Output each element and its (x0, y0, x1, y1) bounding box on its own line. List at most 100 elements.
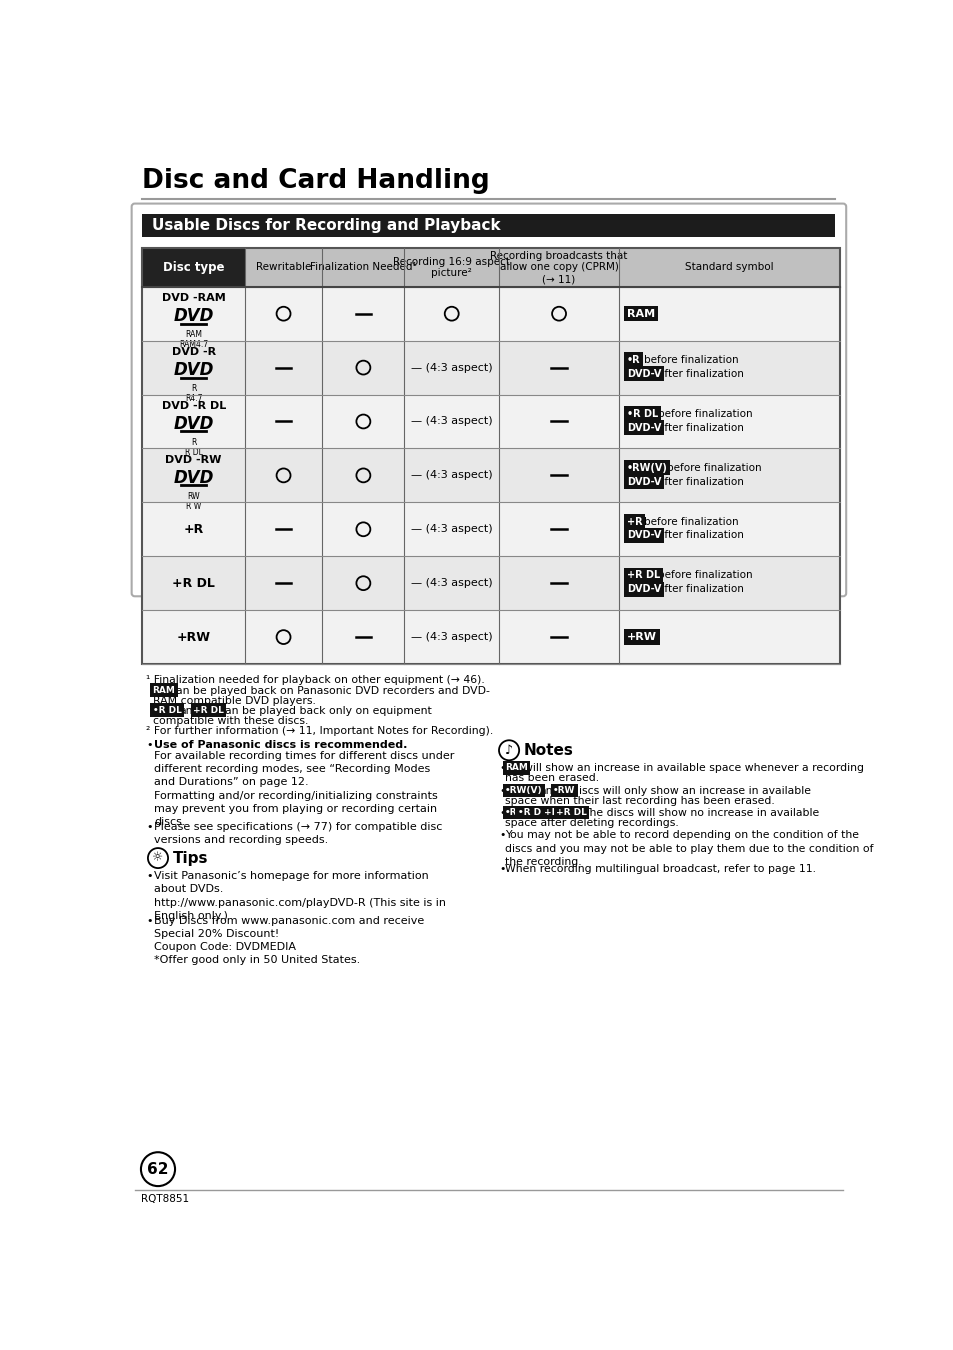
Text: RAM: RAM (626, 309, 655, 319)
Bar (322, 610, 404, 664)
Bar (498, 394, 618, 448)
Text: •RW(V): •RW(V) (505, 786, 542, 795)
Text: before finalization: before finalization (658, 409, 752, 418)
Text: •: • (146, 740, 152, 751)
Text: R
R DL: R R DL (185, 437, 202, 458)
Text: after finalization: after finalization (658, 531, 743, 540)
Bar (498, 340, 618, 394)
Bar (618, 502, 840, 556)
Text: •R DL: •R DL (152, 706, 181, 714)
Text: space when their last recording has been erased.: space when their last recording has been… (505, 795, 774, 806)
Text: DVD-V: DVD-V (626, 423, 660, 432)
Bar (245, 502, 322, 556)
Bar (142, 286, 245, 340)
Text: RAM compatible DVD players.: RAM compatible DVD players. (152, 695, 315, 706)
Bar (498, 248, 618, 286)
Bar (245, 248, 322, 286)
Text: •RW(V): •RW(V) (626, 463, 667, 472)
Bar (142, 340, 245, 394)
Bar (142, 215, 835, 238)
Text: RW
R W: RW R W (186, 491, 201, 510)
Bar (322, 248, 404, 286)
Text: RQT8851: RQT8851 (141, 1193, 189, 1204)
Text: RAM: RAM (152, 686, 175, 695)
Text: The discs will show no increase in available: The discs will show no increase in avail… (582, 809, 818, 818)
Bar (404, 286, 498, 340)
Text: Notes: Notes (523, 744, 573, 759)
Text: Disc type: Disc type (163, 261, 224, 274)
Text: discs will only show an increase in available: discs will only show an increase in avai… (571, 786, 810, 795)
Text: +R: +R (626, 517, 641, 526)
Text: DVD-V: DVD-V (626, 477, 660, 486)
Text: Use of Panasonic discs is recommended.: Use of Panasonic discs is recommended. (154, 740, 407, 751)
Text: •: • (498, 809, 505, 818)
Text: and: and (179, 706, 199, 716)
Text: RAM
RAM4.7: RAM RAM4.7 (179, 329, 208, 350)
Text: +R: +R (543, 809, 558, 817)
Text: Standard symbol: Standard symbol (684, 262, 773, 273)
Text: ² For further information (→ 11, Important Notes for Recording).: ² For further information (→ 11, Importa… (146, 726, 493, 736)
Text: •: • (146, 915, 152, 926)
Text: Buy Discs from www.panasonic.com and receive
Special 20% Discount!
Coupon Code: : Buy Discs from www.panasonic.com and rec… (154, 915, 424, 965)
Text: has been erased.: has been erased. (505, 774, 598, 783)
Bar (142, 556, 245, 610)
Text: — (4:3 aspect): — (4:3 aspect) (411, 578, 492, 589)
Bar (142, 248, 245, 286)
Text: Recording 16:9 aspect
picture²: Recording 16:9 aspect picture² (393, 256, 510, 278)
Text: and: and (538, 786, 559, 795)
Text: •R DL: •R DL (517, 809, 546, 817)
Bar (142, 448, 245, 502)
FancyBboxPatch shape (132, 204, 845, 597)
Text: DVD -RAM: DVD -RAM (162, 293, 225, 302)
Text: DVD -R: DVD -R (172, 347, 215, 356)
Bar (618, 556, 840, 610)
Bar (322, 286, 404, 340)
Text: Visit Panasonic’s homepage for more information
about DVDs.
http://www.panasonic: Visit Panasonic’s homepage for more info… (154, 871, 446, 921)
Text: DVD -RW: DVD -RW (165, 455, 222, 464)
Text: after finalization: after finalization (658, 585, 743, 594)
Text: +R DL: +R DL (172, 576, 214, 590)
Text: Please see specifications (→ 77) for compatible disc
versions and recording spee: Please see specifications (→ 77) for com… (154, 822, 442, 845)
Bar (142, 610, 245, 664)
Text: after finalization: after finalization (658, 477, 743, 486)
Text: Disc and Card Handling: Disc and Card Handling (142, 169, 490, 194)
Bar (618, 286, 840, 340)
Text: before finalization: before finalization (643, 517, 738, 526)
Text: ☼: ☼ (152, 852, 164, 864)
Text: — (4:3 aspect): — (4:3 aspect) (411, 363, 492, 373)
Text: +RW: +RW (176, 630, 211, 644)
Bar (142, 502, 245, 556)
Text: RAM: RAM (505, 764, 528, 772)
Text: Finalization Needed¹: Finalization Needed¹ (310, 262, 416, 273)
Text: •RW: •RW (553, 786, 575, 795)
Bar (245, 394, 322, 448)
Text: before finalization: before finalization (666, 463, 761, 472)
Text: DVD: DVD (173, 360, 213, 379)
Text: before finalization: before finalization (643, 355, 738, 364)
Text: For available recording times for different discs under
different recording mode: For available recording times for differ… (154, 751, 454, 828)
Bar (498, 610, 618, 664)
Text: DVD-V: DVD-V (626, 369, 660, 379)
Text: can be played back on Panasonic DVD recorders and DVD-: can be played back on Panasonic DVD reco… (170, 686, 489, 695)
Bar (404, 340, 498, 394)
Bar (322, 394, 404, 448)
Text: ♪: ♪ (504, 744, 513, 757)
Text: When recording multilingual broadcast, refer to page 11.: When recording multilingual broadcast, r… (505, 864, 816, 875)
Text: ¹ Finalization needed for playback on other equipment (→ 46).: ¹ Finalization needed for playback on ot… (146, 675, 485, 684)
Text: after finalization: after finalization (658, 423, 743, 432)
Bar (245, 610, 322, 664)
Bar (322, 502, 404, 556)
Text: You may not be able to record depending on the condition of the
discs and you ma: You may not be able to record depending … (505, 830, 873, 867)
Text: •: • (498, 830, 505, 840)
Text: before finalization: before finalization (658, 571, 752, 580)
Bar (498, 556, 618, 610)
Bar (404, 394, 498, 448)
Text: •: • (498, 786, 505, 795)
Text: R
R4.7: R R4.7 (185, 383, 202, 404)
Text: Rewritable: Rewritable (255, 262, 311, 273)
Text: •R DL: •R DL (626, 409, 658, 418)
Text: DVD: DVD (173, 414, 213, 433)
Text: DVD: DVD (173, 468, 213, 487)
Text: +R: +R (183, 522, 204, 536)
Text: Recording broadcasts that
allow one copy (CPRM)
(→ 11): Recording broadcasts that allow one copy… (490, 251, 627, 284)
